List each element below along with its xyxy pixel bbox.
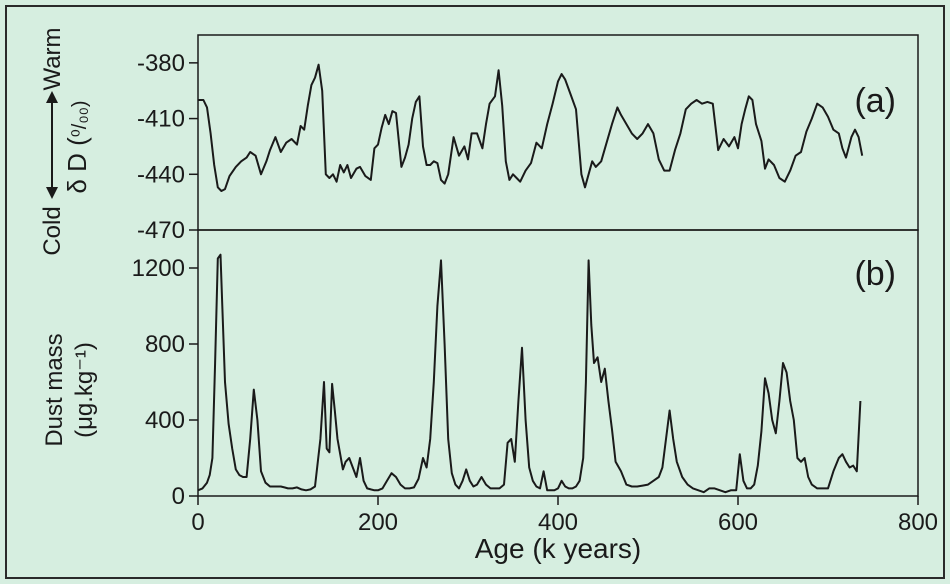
- x-tick-label: 200: [358, 509, 398, 536]
- panel-a-series-line: [198, 63, 864, 192]
- x-axis-label: Age (k years): [475, 533, 642, 564]
- panel-b-y-label-line2: (μg.kg⁻¹): [71, 342, 98, 438]
- panel-a-y-label-cold: Cold: [39, 206, 66, 255]
- panel-b-series-line: [197, 253, 862, 494]
- panel-a-y-label-warm: Warm: [39, 27, 66, 90]
- panel-a-y-tick-label: -410: [137, 106, 185, 133]
- panel-a-y-label: δ D (⁰/₀₀): [62, 100, 92, 193]
- arrowhead-left-icon: [46, 187, 58, 199]
- panel-b-label: (b): [854, 255, 896, 293]
- figure-frame: [5, 5, 945, 579]
- panel-b-axes: 0 400 800 1200 0 200 400 600 800: [132, 255, 938, 536]
- panel-b-y-tick-label: 1200: [132, 255, 185, 282]
- panel-a-y-tick-label: -440: [137, 161, 185, 188]
- panel-b-y-label-line1: Dust mass: [41, 333, 68, 446]
- panel-a-y-tick-label: -470: [137, 217, 185, 244]
- x-tick-label: 0: [191, 509, 204, 536]
- panel-a-y-tick-label: -380: [137, 50, 185, 77]
- x-tick-label: 400: [538, 509, 578, 536]
- panel-b-y-tick-label: 400: [145, 407, 185, 434]
- panel-a-y-axis: -380 -410 -440 -470: [137, 50, 198, 244]
- x-tick-label: 800: [898, 509, 938, 536]
- panel-b-y-tick-label: 0: [172, 483, 185, 510]
- panel-b-y-tick-label: 800: [145, 331, 185, 358]
- x-tick-label: 600: [718, 509, 758, 536]
- panel-a-label: (a): [854, 82, 896, 120]
- panel-b-y-label-group: Dust mass (μg.kg⁻¹): [41, 333, 98, 446]
- arrowhead-right-icon: [46, 91, 58, 103]
- panel-a-y-label-group: Cold Warm δ D (⁰/₀₀): [39, 27, 92, 255]
